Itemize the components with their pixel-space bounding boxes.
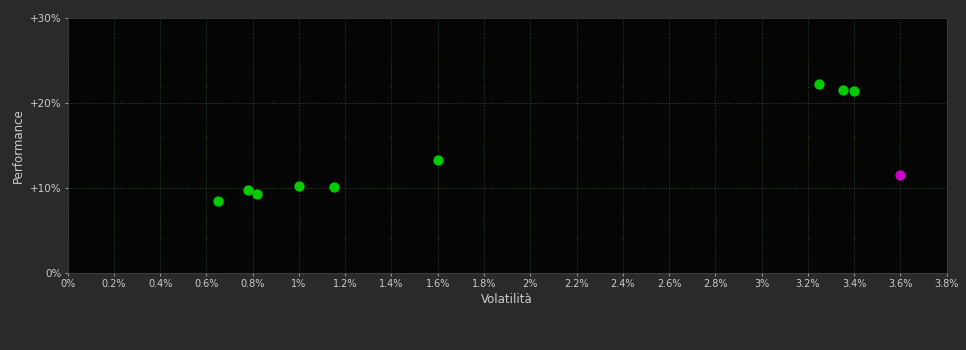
- Y-axis label: Performance: Performance: [12, 108, 25, 183]
- Point: [291, 183, 306, 189]
- X-axis label: Volatilità: Volatilità: [481, 293, 533, 306]
- Point: [241, 187, 256, 192]
- Point: [249, 191, 265, 197]
- Point: [846, 88, 862, 93]
- Point: [811, 81, 827, 87]
- Point: [326, 184, 341, 190]
- Point: [835, 87, 850, 93]
- Point: [893, 172, 908, 178]
- Point: [430, 157, 445, 162]
- Point: [211, 198, 226, 203]
